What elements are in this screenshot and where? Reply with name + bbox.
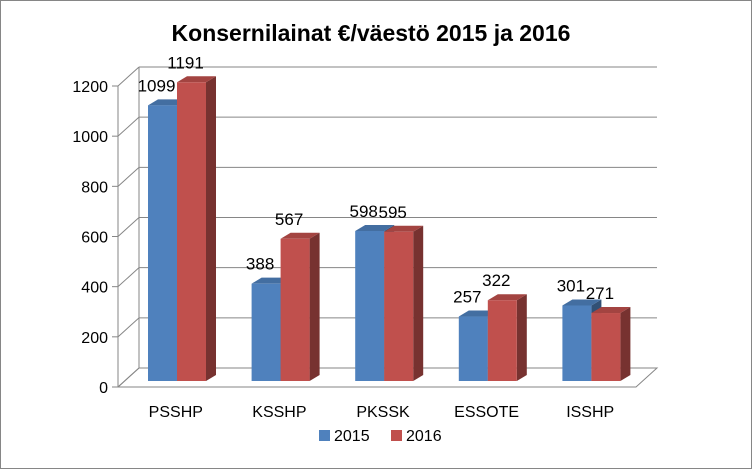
x-tick-label: PSSHP <box>149 404 203 421</box>
legend-label: 2016 <box>406 428 442 445</box>
bar-ISSHP-2016 <box>591 307 631 381</box>
data-label: 271 <box>586 284 614 303</box>
bar-side <box>620 307 631 381</box>
bar-KSSHP-2016 <box>280 232 320 381</box>
y-tick-label: 1200 <box>72 79 108 96</box>
side-wall-gridline <box>117 116 140 137</box>
legend-label: 2015 <box>334 428 370 445</box>
data-label: 1099 <box>138 76 176 95</box>
bar-top <box>591 307 631 314</box>
data-label: 567 <box>275 210 303 229</box>
x-tick-label: ESSOTE <box>454 404 519 421</box>
legend: 2015 2016 <box>319 428 442 445</box>
bar-PSSHP-2016 <box>177 76 216 381</box>
bar-side <box>309 232 320 381</box>
bar-front <box>384 231 414 381</box>
y-tick-label: 800 <box>81 179 108 196</box>
side-wall-gridline <box>117 66 140 87</box>
side-wall-gridline <box>117 217 140 237</box>
data-label: 598 <box>350 202 378 221</box>
bar-front <box>458 316 488 381</box>
chart-floor <box>116 367 659 388</box>
bar-side <box>516 294 527 381</box>
bar-PKSSK-2016 <box>384 225 424 381</box>
data-label: 388 <box>246 255 274 274</box>
bar-front <box>148 105 177 381</box>
x-tick-label: ISSHP <box>566 404 614 421</box>
y-tick-label: 600 <box>81 230 108 247</box>
bar-top <box>487 294 527 301</box>
bar-top <box>562 299 602 306</box>
bar-side <box>413 225 424 381</box>
bar-front <box>177 82 206 381</box>
y-tick-label: 200 <box>81 330 108 347</box>
bar-front <box>487 300 517 381</box>
y-tick-label: 1000 <box>72 129 108 146</box>
data-label: 1191 <box>167 53 204 72</box>
bar-front <box>562 305 592 381</box>
bar-front <box>355 231 385 381</box>
side-wall-gridline <box>117 317 140 338</box>
side-wall-gridline <box>117 166 140 187</box>
x-tick-label: PKSSK <box>356 404 410 421</box>
data-label: 301 <box>557 276 585 295</box>
bar-front <box>251 283 281 381</box>
side-wall-gridline <box>117 267 140 288</box>
bar-front <box>591 313 621 381</box>
data-label: 595 <box>379 203 407 222</box>
y-tick-label: 400 <box>81 280 108 297</box>
x-tick-label: KSSHP <box>252 404 306 421</box>
legend-swatch <box>319 430 330 441</box>
data-label: 257 <box>453 288 481 307</box>
bar-top <box>177 76 216 83</box>
y-tick-label: 0 <box>99 380 108 397</box>
bar-top <box>280 232 320 239</box>
legend-swatch <box>391 430 402 441</box>
bar-top <box>384 225 424 232</box>
bar-ESSOTE-2016 <box>487 294 527 381</box>
bar-front <box>280 238 310 381</box>
bar-top <box>355 225 395 232</box>
data-label: 322 <box>482 271 510 290</box>
chart-title: Konsernilainat €/väestö 2015 ja 2016 <box>172 20 571 46</box>
bar-side <box>206 76 216 381</box>
